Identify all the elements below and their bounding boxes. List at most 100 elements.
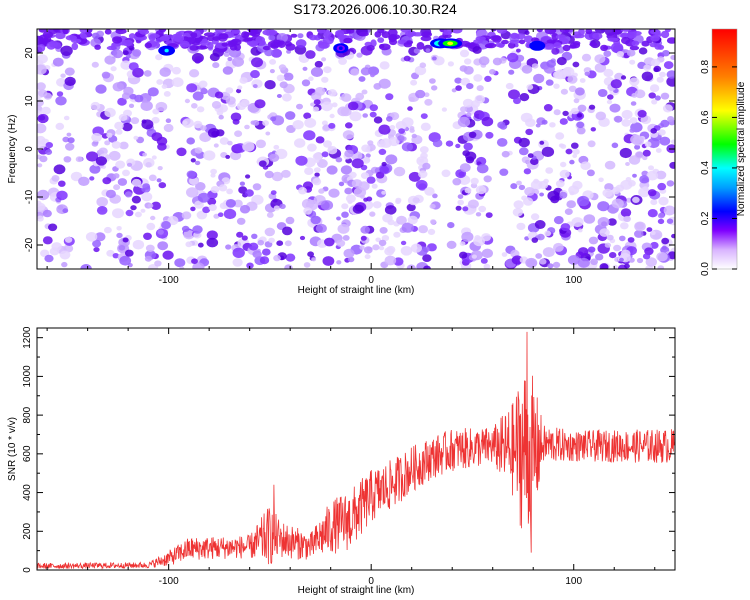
speckle-cell [414, 65, 427, 76]
speckle-cell [341, 203, 349, 210]
speckle-cell [497, 121, 506, 129]
speckle-cell [294, 138, 306, 148]
speckle-cell [385, 93, 394, 101]
speckle-cell [141, 192, 153, 202]
speckle-cell [307, 251, 314, 257]
speckle-cell [457, 194, 464, 200]
speckle-cell [524, 236, 530, 241]
speckle-cell [118, 245, 126, 251]
speckle-cell [664, 29, 671, 33]
speckle-cell [620, 29, 632, 32]
speckle-cell [119, 255, 132, 266]
speckle-cell [112, 49, 124, 59]
speckle-cell [276, 94, 282, 98]
snr-frame [36, 327, 676, 571]
speckle-cell [56, 91, 64, 97]
speckle-cell [429, 203, 436, 209]
speckle-cell [518, 137, 530, 148]
speckle-cell [125, 249, 134, 257]
speckle-cell [128, 33, 136, 39]
speckle-cell [476, 85, 484, 92]
speckle-cell [572, 61, 580, 68]
speckle-cell [336, 260, 342, 265]
speckle-cell [337, 223, 350, 234]
speckle-cell [607, 94, 614, 100]
speckle-cell [95, 156, 107, 166]
speckle-cell [329, 113, 335, 119]
speckle-cell [163, 91, 171, 97]
speckle-cell [225, 199, 236, 208]
speckle-cell [360, 67, 371, 76]
speckle-cell [130, 117, 140, 125]
speckle-cell [478, 56, 490, 66]
speckle-cell [483, 263, 491, 269]
speckle-cell [562, 39, 570, 45]
speckle-cell [350, 68, 360, 76]
speckle-cell [573, 98, 580, 104]
x-tick-label: 0 [368, 275, 374, 286]
speckle-cell [505, 82, 514, 90]
speckle-cell [212, 36, 221, 41]
speckle-cell [521, 64, 533, 74]
speckle-cell [460, 106, 467, 113]
speckle-cell [158, 182, 167, 189]
speckle-cell [318, 188, 325, 194]
speckle-cell [483, 175, 492, 183]
speckle-cell [343, 37, 353, 44]
speckle-cell [131, 195, 141, 204]
y-tick-label: 1200 [22, 326, 33, 349]
speckle-cell [322, 36, 334, 45]
speckle-cell [519, 93, 530, 102]
speckle-cell [567, 255, 580, 265]
speckle-cell [539, 258, 547, 265]
speckle-cell [516, 48, 521, 53]
speckle-cell [543, 104, 553, 112]
speckle-cell [264, 227, 275, 237]
speckle-cell [377, 29, 385, 34]
speckle-cell [657, 182, 667, 191]
speckle-cell [271, 171, 283, 182]
speckle-cell [518, 184, 526, 191]
speckle-cell [377, 37, 385, 43]
speckle-cell [562, 66, 575, 77]
speckle-cell [104, 29, 112, 35]
speckle-cell [155, 101, 168, 112]
speckle-cell [604, 160, 616, 170]
speckle-cell [541, 146, 555, 157]
speckle-cell [95, 84, 107, 94]
speckle-cell [551, 47, 560, 55]
speckle-cell [441, 169, 451, 178]
speckle-cell [474, 94, 485, 104]
speckle-cell [658, 129, 666, 136]
speckle-cell [157, 229, 164, 235]
speckle-cell [531, 63, 539, 69]
speckle-cell [396, 215, 407, 225]
speckle-cell [389, 38, 398, 46]
speckle-cell [144, 255, 152, 262]
speckle-cell [369, 111, 377, 118]
speckle-cell [184, 98, 190, 104]
speckle-cell [38, 89, 48, 98]
speckle-cell [555, 132, 565, 140]
speckle-cell [650, 128, 657, 134]
speckle-cell [649, 84, 660, 93]
speckle-cell [268, 237, 275, 243]
speckle-cell [655, 170, 667, 180]
speckle-cell [519, 39, 526, 45]
speckle-cell [423, 92, 430, 97]
speckle-cell [432, 193, 438, 199]
speckle-cell [89, 164, 101, 174]
speckle-cell [269, 59, 277, 65]
speckle-cell [647, 189, 657, 197]
speckle-cell [585, 29, 593, 35]
speckle-cell [489, 69, 496, 75]
speckle-cell [627, 237, 635, 243]
speckle-cell [650, 230, 656, 236]
speckle-cell [338, 181, 345, 187]
speckle-cell [131, 178, 142, 187]
y-tick-label: 400 [22, 484, 33, 501]
speckle-cell [210, 186, 220, 194]
speckle-cell [370, 39, 377, 47]
speckle-cell [379, 61, 390, 70]
speckle-cell [301, 79, 311, 87]
